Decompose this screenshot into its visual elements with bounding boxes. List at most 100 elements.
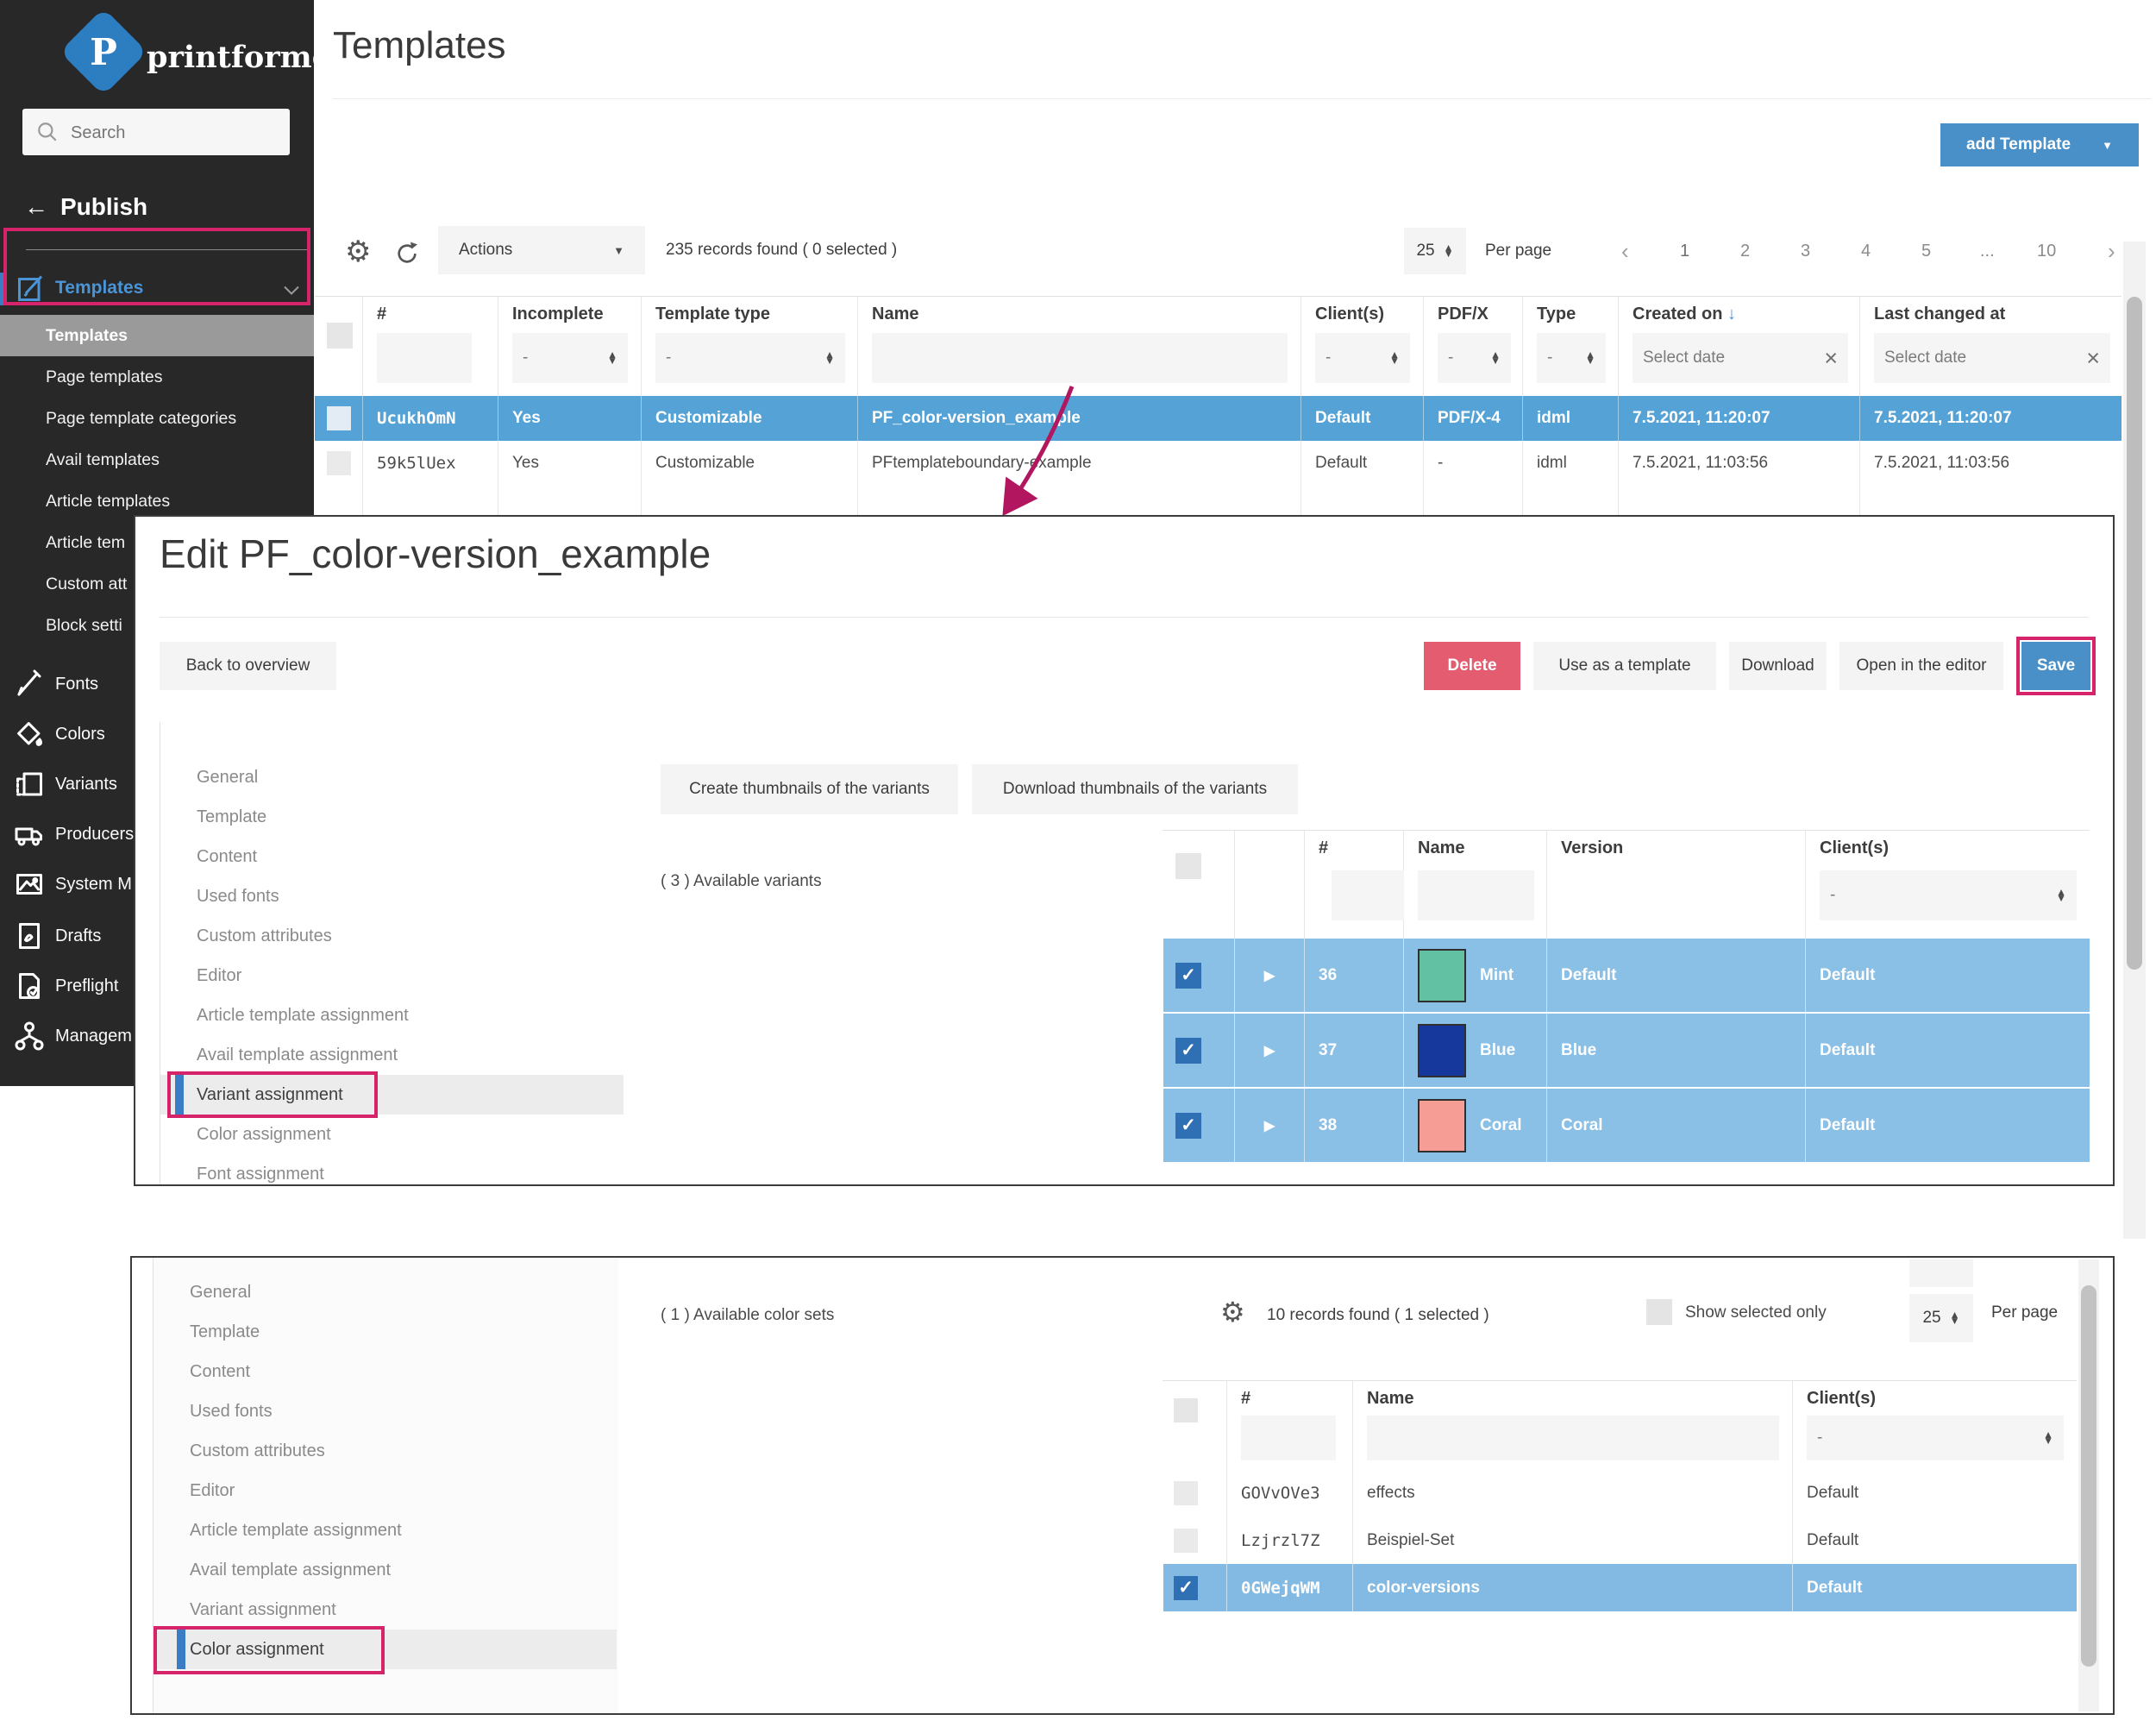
- filter-clients-select[interactable]: -: [1315, 333, 1410, 383]
- col-header-pdfx[interactable]: PDF/X: [1438, 305, 1489, 323]
- sidebar-item-page-templates[interactable]: Page templates: [46, 367, 163, 386]
- col-header-clients[interactable]: Client(s): [1807, 1389, 1876, 1408]
- col-header-num[interactable]: #: [1319, 838, 1329, 857]
- modal-nav-variant-assignment[interactable]: Variant assignment: [160, 1075, 624, 1115]
- col-header-id[interactable]: #: [377, 305, 387, 323]
- sidebar-item-avail-templates[interactable]: Avail templates: [46, 449, 160, 469]
- pager-page-3[interactable]: 3: [1801, 241, 1811, 261]
- modal-nav-avail-template-assignment[interactable]: Avail template assignment: [197, 1045, 398, 1064]
- panel-nav-used-fonts[interactable]: Used fonts: [190, 1401, 273, 1421]
- pager-prev[interactable]: ‹: [1621, 237, 1629, 264]
- col-header-created[interactable]: Created on ↓: [1633, 305, 1737, 323]
- pager-page-4[interactable]: 4: [1861, 241, 1871, 261]
- panel-nav-editor[interactable]: Editor: [190, 1480, 235, 1500]
- add-template-button[interactable]: add Template: [1940, 123, 2139, 166]
- sidebar-item-drafts[interactable]: Drafts: [0, 915, 314, 957]
- row-checkbox[interactable]: [1174, 1528, 1198, 1553]
- variants-filter-num[interactable]: [1332, 870, 1404, 920]
- panel-nav-variant-assignment[interactable]: Variant assignment: [190, 1599, 336, 1619]
- variant-row-mint[interactable]: ▶ 36 Mint Default Default: [1163, 939, 2090, 1014]
- modal-nav-article-template-assignment[interactable]: Article template assignment: [197, 1005, 409, 1025]
- col-header-clients[interactable]: Client(s): [1820, 838, 1889, 857]
- sidebar-item-custom-attributes[interactable]: Custom att: [46, 574, 128, 593]
- row-checkbox[interactable]: [327, 451, 351, 475]
- open-in-editor-button[interactable]: Open in the editor: [1839, 642, 2003, 690]
- col-header-name[interactable]: Name: [872, 305, 919, 323]
- filter-type-select[interactable]: -: [1537, 333, 1606, 383]
- variants-filter-name[interactable]: [1418, 870, 1534, 920]
- sidebar-section-templates[interactable]: Templates: [0, 266, 314, 311]
- pager-page-10[interactable]: 10: [2037, 241, 2057, 261]
- per-page-select[interactable]: 25: [1404, 228, 1466, 274]
- color-set-row[interactable]: GOVvOVe3 effects Default: [1163, 1469, 2077, 1517]
- colorsets-filter-clients[interactable]: -: [1807, 1416, 2064, 1460]
- pager-page-1[interactable]: 1: [1680, 241, 1690, 261]
- col-header-incomplete[interactable]: Incomplete: [512, 305, 604, 323]
- refresh-icon[interactable]: [393, 240, 421, 267]
- modal-nav-custom-attributes[interactable]: Custom attributes: [197, 926, 332, 945]
- modal-nav-used-fonts[interactable]: Used fonts: [197, 886, 279, 906]
- expand-row-icon[interactable]: ▶: [1263, 1043, 1275, 1058]
- row-checkbox-checked[interactable]: [1174, 1575, 1198, 1600]
- sidebar-item-system-media[interactable]: System M: [0, 864, 314, 905]
- sidebar-item-block-settings[interactable]: Block setti: [46, 615, 122, 635]
- row-checkbox-checked[interactable]: [1175, 1037, 1201, 1064]
- modal-nav-general[interactable]: General: [197, 767, 259, 787]
- row-checkbox[interactable]: [1174, 1480, 1198, 1505]
- modal-nav-template[interactable]: Template: [197, 807, 267, 826]
- sidebar-item-templates[interactable]: Templates: [0, 315, 314, 356]
- row-checkbox-checked[interactable]: [1175, 1112, 1201, 1139]
- delete-button[interactable]: Delete: [1424, 642, 1520, 690]
- page-scrollbar-thumb[interactable]: [2127, 297, 2142, 970]
- back-to-overview-button[interactable]: Back to overview: [160, 642, 336, 690]
- panel-per-page-select[interactable]: 25: [1909, 1294, 1973, 1342]
- modal-nav-color-assignment[interactable]: Color assignment: [197, 1124, 331, 1144]
- expand-row-icon[interactable]: ▶: [1263, 1118, 1275, 1134]
- col-header-template-type[interactable]: Template type: [655, 305, 770, 323]
- filter-name-input[interactable]: [872, 333, 1288, 383]
- pager-next[interactable]: ›: [2108, 237, 2115, 264]
- filter-pdfx-select[interactable]: -: [1438, 333, 1511, 383]
- variant-row-blue[interactable]: ▶ 37 Blue Blue Default: [1163, 1014, 2090, 1089]
- panel-scrollbar-thumb[interactable]: [2081, 1285, 2096, 1667]
- pager-page-5[interactable]: 5: [1921, 241, 1932, 261]
- variant-row-coral[interactable]: ▶ 38 Coral Coral Default: [1163, 1089, 2090, 1162]
- table-settings-gear-icon[interactable]: ⚙: [345, 236, 372, 268]
- color-set-row-selected[interactable]: 0GWejqWM color-versions Default: [1163, 1564, 2077, 1611]
- select-all-checkbox[interactable]: [327, 322, 353, 349]
- panel-nav-article-template-assignment[interactable]: Article template assignment: [190, 1520, 402, 1540]
- filter-id-input[interactable]: [377, 333, 472, 383]
- panel-nav-general[interactable]: General: [190, 1282, 252, 1302]
- page-scrollbar[interactable]: [2123, 242, 2146, 1239]
- show-selected-checkbox[interactable]: [1646, 1299, 1672, 1325]
- sidebar-search[interactable]: [22, 109, 290, 155]
- use-as-template-button[interactable]: Use as a template: [1533, 642, 1716, 690]
- panel-settings-gear-icon[interactable]: ⚙: [1220, 1297, 1245, 1328]
- colorsets-select-all-checkbox[interactable]: [1174, 1398, 1198, 1422]
- color-set-row[interactable]: Lzjrzl7Z Beispiel-Set Default: [1163, 1517, 2077, 1565]
- panel-nav-template[interactable]: Template: [190, 1322, 260, 1341]
- panel-nav-avail-template-assignment[interactable]: Avail template assignment: [190, 1560, 392, 1579]
- sidebar-item-article-templates[interactable]: Article templates: [46, 491, 171, 511]
- download-button[interactable]: Download: [1729, 642, 1827, 690]
- sidebar-item-management[interactable]: Managem: [0, 1015, 314, 1057]
- sidebar-item-preflight[interactable]: Preflight: [0, 965, 314, 1007]
- variants-filter-clients[interactable]: -: [1820, 870, 2077, 920]
- modal-nav-content[interactable]: Content: [197, 846, 258, 866]
- row-checkbox-checked[interactable]: [1175, 962, 1201, 989]
- col-header-name[interactable]: Name: [1367, 1389, 1414, 1408]
- save-button[interactable]: Save: [2021, 642, 2090, 690]
- pager-page-2[interactable]: 2: [1740, 241, 1751, 261]
- sidebar-item-colors[interactable]: Colors: [0, 713, 314, 755]
- sidebar-item-article-template-2[interactable]: Article tem: [46, 532, 126, 552]
- search-input[interactable]: [69, 116, 279, 150]
- panel-nav-content[interactable]: Content: [190, 1361, 251, 1381]
- col-header-version[interactable]: Version: [1561, 838, 1624, 857]
- clear-date-icon[interactable]: ×: [2086, 344, 2100, 371]
- sidebar-item-variants[interactable]: Variants: [0, 763, 314, 805]
- panel-scrollbar[interactable]: [2078, 1259, 2099, 1711]
- col-header-id[interactable]: #: [1241, 1389, 1251, 1408]
- table-row[interactable]: 59k5lUex Yes Customizable PFtemplateboun…: [315, 441, 2122, 487]
- sidebar-item-page-template-categories[interactable]: Page template categories: [46, 408, 237, 428]
- col-header-type[interactable]: Type: [1537, 305, 1576, 323]
